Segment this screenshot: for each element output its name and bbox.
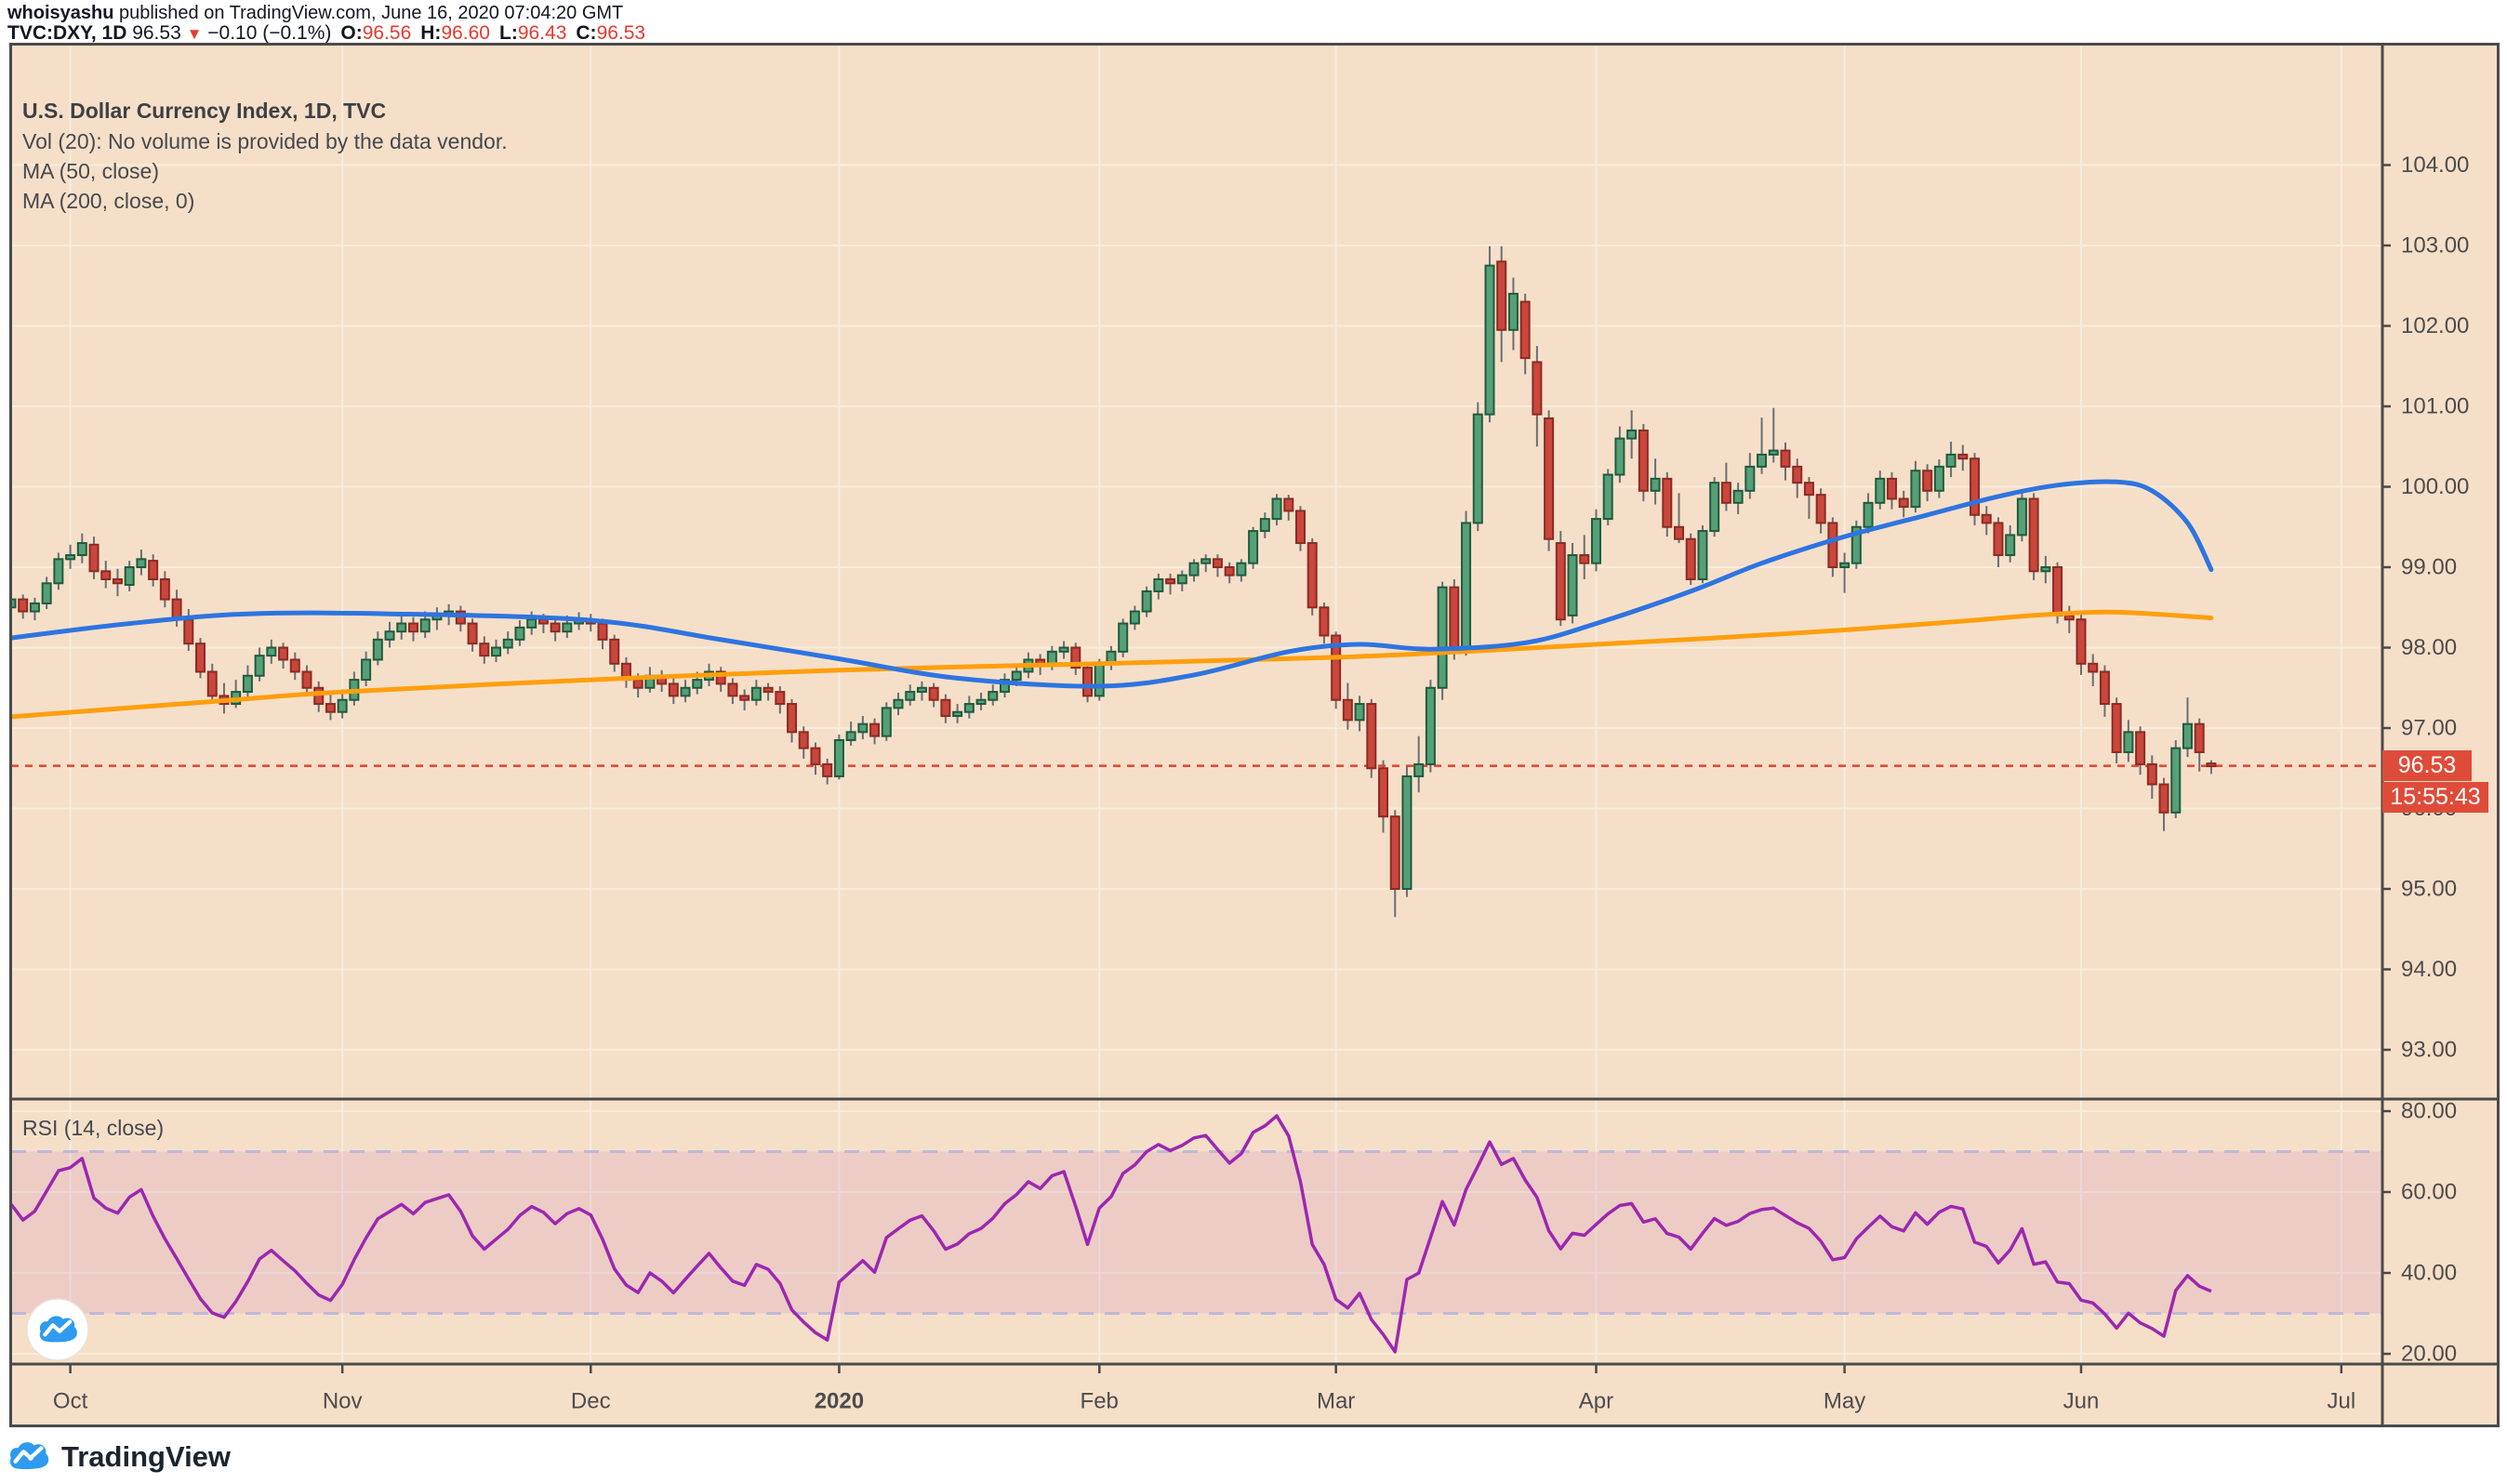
price-axis-label: 95.00 — [2401, 877, 2457, 902]
low-value: 96.43 — [517, 22, 567, 44]
price-axis-label: 97.00 — [2401, 716, 2457, 741]
last-price: 96.53 — [132, 22, 181, 44]
chart-frame: 104.00 103.00 102.00 101.00 100.00 99.00 98.00… — [9, 43, 2500, 1427]
rsi-line — [9, 1114, 2212, 1354]
price-axis-labels: 104.00 103.00 102.00 101.00 100.00 99.00 98.00… — [2382, 152, 2469, 1063]
symbol-line: TVC:DXY, 1D 96.53 ▼ −0.10 (−0.1%) O:96.56… — [7, 22, 645, 45]
time-axis-label: Jul — [2327, 1389, 2355, 1414]
legend-rsi: RSI (14, close) — [22, 1116, 165, 1140]
publish-line: whoisyashu published on TradingView.com,… — [7, 3, 623, 24]
price-axis-label: 94.00 — [2401, 957, 2457, 982]
price-axis-label: 93.00 — [2401, 1038, 2457, 1063]
rsi-band — [11, 1150, 2382, 1315]
chart-canvas: 104.00 103.00 102.00 101.00 100.00 99.00 98.00… — [9, 43, 2500, 1427]
frame-lines — [9, 43, 2500, 1427]
time-axis-label: May — [1824, 1389, 1865, 1414]
rsi-axis-label: 80.00 — [2401, 1099, 2457, 1124]
high-label: H: — [420, 22, 442, 44]
ma50-line — [9, 479, 2214, 689]
time-axis-label: 2020 — [815, 1389, 864, 1414]
chart-title: U.S. Dollar Currency Index, 1D, TVC — [22, 99, 387, 123]
close-value: 96.53 — [596, 22, 646, 44]
price-change: −0.10 (−0.1%) — [207, 22, 332, 44]
watermark-logo-icon — [26, 1298, 89, 1361]
down-triangle-icon: ▼ — [186, 25, 203, 43]
countdown-badge: 15:55:43 — [2382, 782, 2488, 813]
indicator-legend: U.S. Dollar Currency Index, 1D, TVC Vol … — [22, 99, 508, 219]
open-label: O: — [340, 22, 363, 44]
open-value: 96.56 — [362, 22, 412, 44]
time-axis-label: Mar — [1317, 1389, 1355, 1414]
price-axis-label: 99.00 — [2401, 555, 2457, 580]
time-axis-labels: Oct Nov Dec 2020 Feb Mar Apr May Jun Jul — [53, 1364, 2355, 1414]
time-axis-label: Oct — [53, 1389, 88, 1414]
time-axis-label: Nov — [323, 1389, 363, 1414]
price-axis-label: 103.00 — [2401, 233, 2469, 258]
rsi-axis-label: 40.00 — [2401, 1261, 2457, 1286]
footer: TradingView — [7, 1435, 231, 1479]
candles-layer — [9, 245, 2217, 918]
legend-ma200: MA (200, close, 0) — [22, 189, 195, 213]
chart-background — [9, 43, 2500, 1427]
rsi-axis-label: 20.00 — [2401, 1342, 2457, 1367]
close-label: C: — [576, 22, 597, 44]
header: whoisyashu published on TradingView.com,… — [7, 0, 2425, 45]
legend-ma50: MA (50, close) — [22, 159, 159, 183]
high-value: 96.60 — [441, 22, 490, 44]
author-name: whoisyashu — [7, 3, 114, 23]
time-axis-label: Feb — [1081, 1389, 1119, 1414]
time-axis-label: Jun — [2063, 1389, 2100, 1414]
price-badge: 96.53 — [2382, 750, 2472, 781]
time-axis-label: Dec — [571, 1389, 611, 1414]
price-axis-label: 102.00 — [2401, 313, 2469, 338]
legend-volume: Vol (20): No volume is provided by the d… — [22, 129, 508, 153]
published-text: published on TradingView.com, June 16, 2… — [113, 3, 624, 23]
price-axis-label: 104.00 — [2401, 152, 2469, 178]
tradingview-logo-icon[interactable] — [7, 1440, 50, 1474]
price-axis-label: 98.00 — [2401, 635, 2457, 660]
symbol-interval: TVC:DXY, 1D — [7, 22, 127, 44]
time-axis-label: Apr — [1579, 1389, 1613, 1414]
rsi-axis-label: 60.00 — [2401, 1180, 2457, 1205]
brand-name[interactable]: TradingView — [61, 1440, 232, 1473]
price-axis-label: 101.00 — [2401, 394, 2469, 419]
price-axis-label: 100.00 — [2401, 474, 2469, 499]
ma200-line — [9, 609, 2214, 720]
rsi-axis-labels: 80.00 60.00 40.00 20.00 — [2382, 1099, 2457, 1367]
low-label: L: — [499, 22, 518, 44]
